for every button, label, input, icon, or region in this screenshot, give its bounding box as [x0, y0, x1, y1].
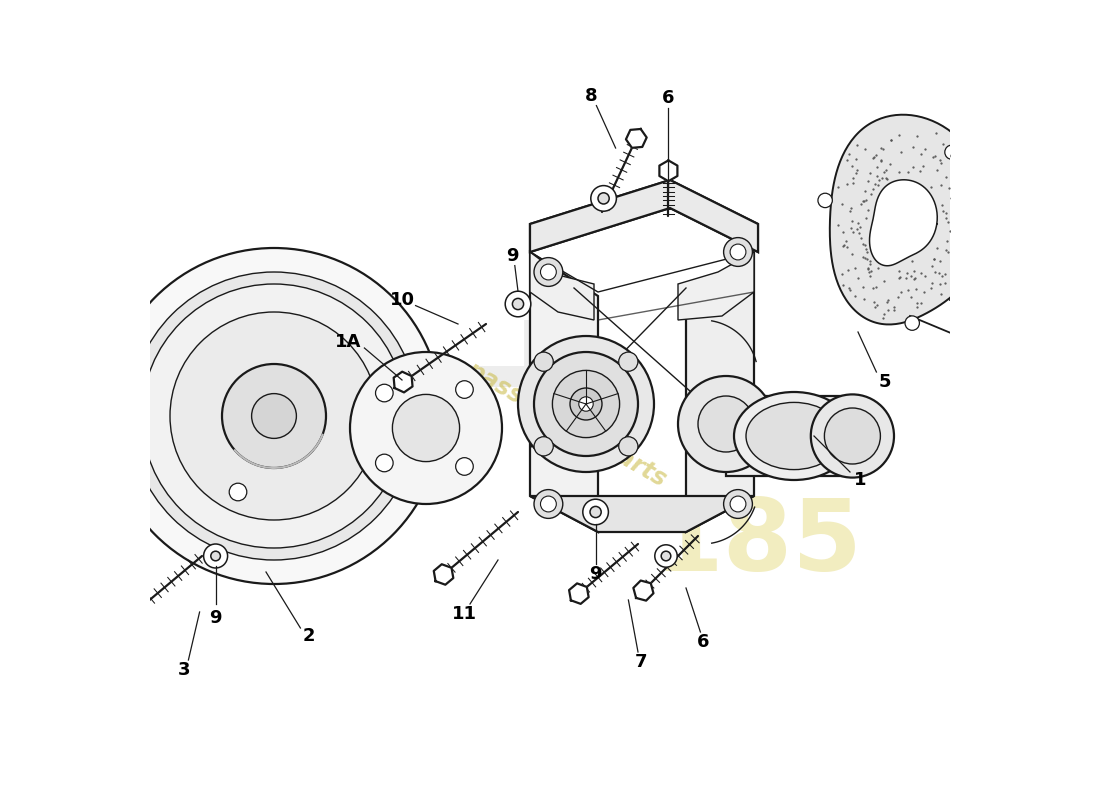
Circle shape	[579, 397, 593, 411]
Text: 9: 9	[506, 247, 519, 265]
Circle shape	[724, 238, 752, 266]
Circle shape	[824, 408, 880, 464]
Text: 1A: 1A	[336, 334, 362, 351]
Circle shape	[598, 193, 609, 204]
Circle shape	[583, 499, 608, 525]
Circle shape	[211, 551, 220, 561]
Text: 5: 5	[878, 374, 891, 391]
Circle shape	[505, 291, 531, 317]
Circle shape	[350, 352, 502, 504]
Ellipse shape	[746, 402, 842, 470]
Polygon shape	[530, 496, 754, 532]
Circle shape	[252, 394, 296, 438]
Circle shape	[590, 506, 602, 518]
Polygon shape	[394, 372, 412, 393]
Circle shape	[142, 284, 406, 548]
Circle shape	[678, 376, 774, 472]
Text: 3: 3	[178, 662, 190, 679]
Text: +: +	[459, 296, 609, 472]
Text: passion for parts: passion for parts	[462, 357, 670, 491]
Polygon shape	[659, 160, 678, 182]
Polygon shape	[433, 564, 453, 585]
Circle shape	[170, 312, 378, 520]
Circle shape	[724, 490, 752, 518]
Polygon shape	[530, 252, 594, 320]
Circle shape	[106, 248, 442, 584]
Polygon shape	[829, 114, 989, 325]
Circle shape	[618, 437, 638, 456]
Text: 9: 9	[590, 566, 602, 583]
Circle shape	[130, 272, 418, 560]
Ellipse shape	[734, 392, 854, 480]
Polygon shape	[569, 583, 589, 604]
Polygon shape	[530, 180, 758, 252]
Text: 6: 6	[697, 634, 710, 651]
Circle shape	[818, 194, 833, 208]
Polygon shape	[869, 180, 937, 266]
Polygon shape	[726, 396, 854, 476]
Circle shape	[540, 264, 557, 280]
Circle shape	[552, 370, 619, 438]
Polygon shape	[530, 252, 598, 532]
Circle shape	[534, 258, 563, 286]
Polygon shape	[530, 180, 758, 252]
Text: 10: 10	[389, 291, 415, 309]
Circle shape	[535, 352, 553, 371]
Circle shape	[570, 388, 602, 420]
Circle shape	[618, 352, 638, 371]
Polygon shape	[634, 581, 653, 601]
Circle shape	[375, 384, 393, 402]
Circle shape	[811, 394, 894, 478]
Circle shape	[535, 437, 553, 456]
Circle shape	[534, 490, 563, 518]
Circle shape	[945, 145, 959, 159]
Text: 185: 185	[653, 495, 862, 593]
Circle shape	[540, 496, 557, 512]
Circle shape	[518, 336, 654, 472]
Circle shape	[222, 364, 326, 468]
Text: 7: 7	[635, 654, 648, 671]
Circle shape	[591, 186, 616, 211]
Circle shape	[375, 454, 393, 472]
Circle shape	[661, 551, 671, 561]
Circle shape	[455, 381, 473, 398]
Circle shape	[730, 244, 746, 260]
Text: 2: 2	[302, 627, 315, 645]
Circle shape	[654, 545, 678, 567]
Circle shape	[455, 458, 473, 475]
Circle shape	[730, 496, 746, 512]
Polygon shape	[626, 129, 647, 148]
Text: 6: 6	[662, 89, 674, 106]
Circle shape	[534, 352, 638, 456]
Circle shape	[698, 396, 754, 452]
Text: 9: 9	[209, 609, 222, 626]
Text: 1: 1	[854, 471, 867, 489]
Circle shape	[229, 483, 246, 501]
Polygon shape	[686, 252, 754, 532]
Text: 11: 11	[452, 606, 477, 623]
Circle shape	[513, 298, 524, 310]
Polygon shape	[126, 601, 146, 621]
Circle shape	[905, 316, 920, 330]
Text: 8: 8	[585, 87, 598, 105]
Circle shape	[393, 394, 460, 462]
Polygon shape	[678, 252, 754, 320]
Circle shape	[204, 544, 228, 568]
